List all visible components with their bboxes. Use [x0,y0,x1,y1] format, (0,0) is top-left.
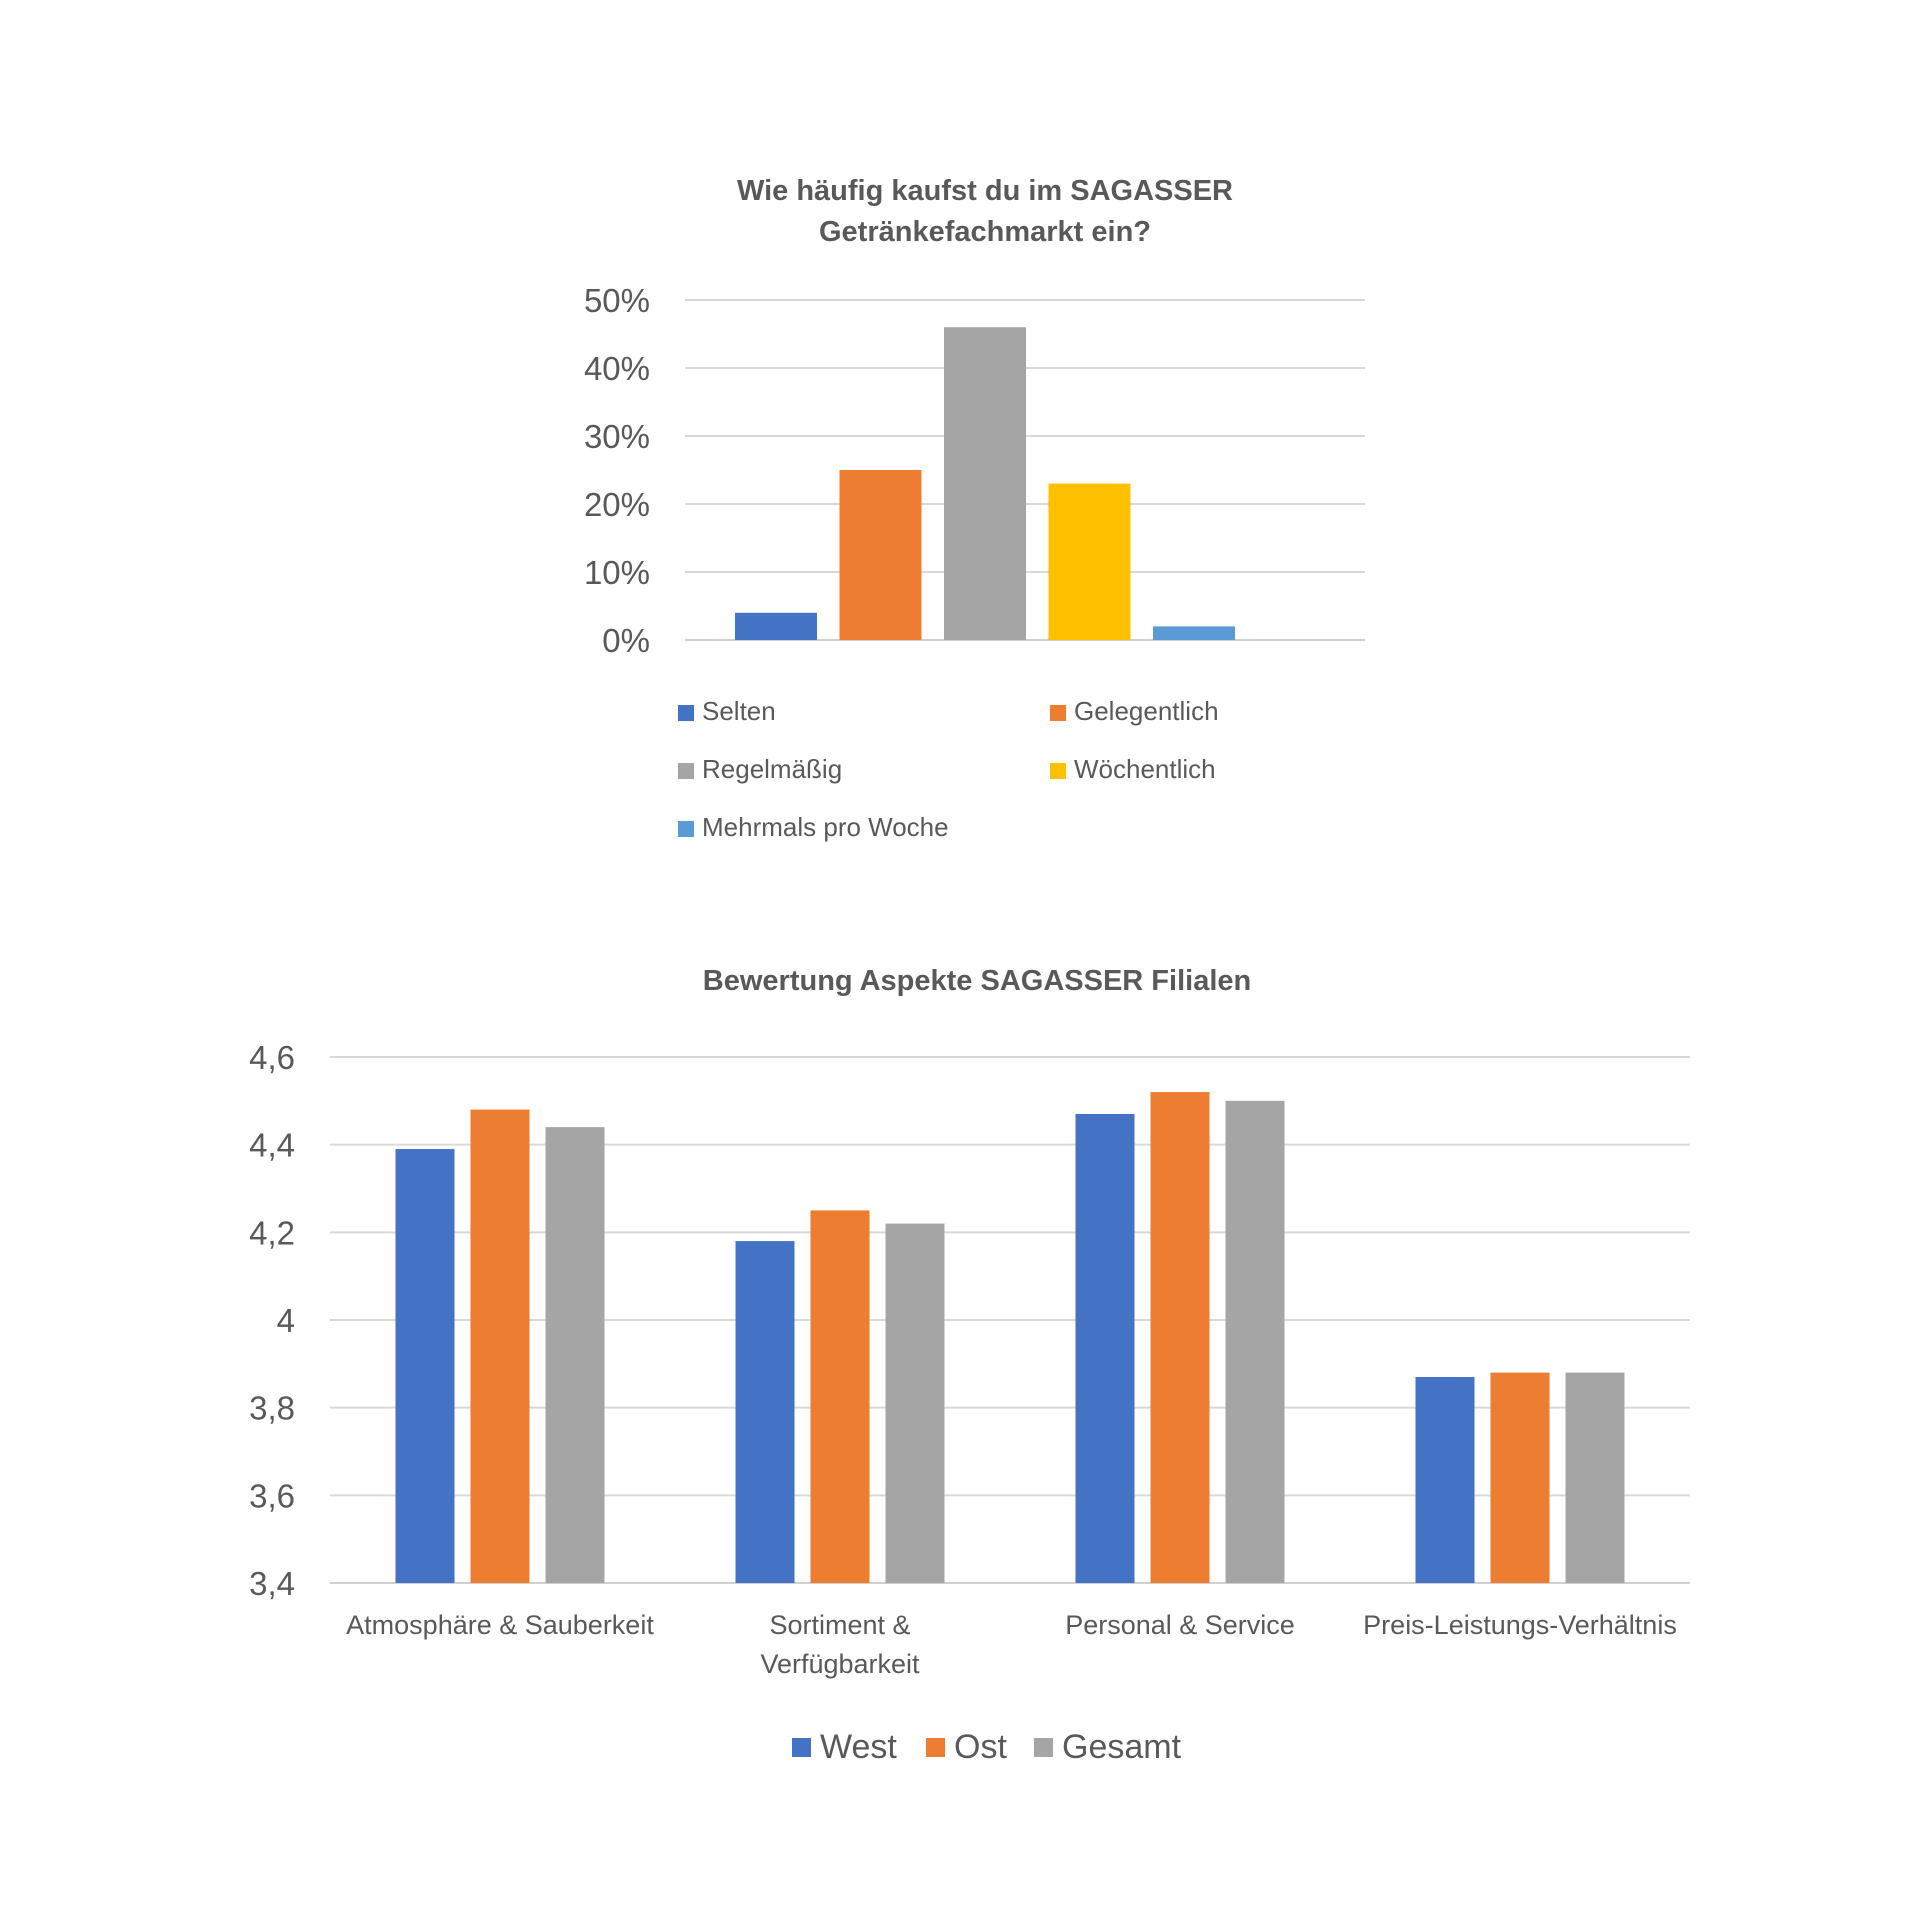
chart-title: Bewertung Aspekte SAGASSER Filialen [703,965,1251,997]
category-label: Sortiment & [769,1610,910,1640]
legend-label: Mehrmals pro Woche [702,812,949,842]
category-label: Atmosphäre & Sauberkeit [346,1610,654,1640]
legend-label: Ost [954,1728,1007,1766]
y-tick-label: 3,8 [249,1390,295,1427]
legend-swatch [1050,705,1066,721]
bar-west [735,1241,795,1583]
legend-swatch [678,763,694,779]
bar-west [1075,1113,1135,1583]
bar-ost [1490,1372,1550,1583]
legend-swatch [678,821,694,837]
bar-gesamt [545,1127,605,1583]
frequency-chart: Wie häufig kaufst du im SAGASSER Getränke… [584,175,1365,842]
category-label: Personal & Service [1065,1610,1295,1640]
bar-ost [470,1109,530,1583]
bar-ost [810,1210,870,1583]
y-tick-label: 50% [584,282,650,319]
bar-ost [1150,1092,1210,1583]
y-tick-label: 10% [584,554,650,591]
legend-swatch [1050,763,1066,779]
category-label: Verfügbarkeit [760,1649,920,1679]
legend-label: Gesamt [1062,1728,1182,1766]
y-tick-label: 3,4 [249,1565,295,1602]
bar-w-chentlich [1048,483,1131,640]
legend-swatch [926,1738,945,1757]
chart-title-line: Wie häufig kaufst du im SAGASSER [737,175,1233,207]
y-tick-label: 0% [602,622,650,659]
y-tick-label: 4,2 [249,1214,295,1251]
legend-label: Wöchentlich [1074,754,1216,784]
y-tick-label: 40% [584,350,650,387]
legend-label: Gelegentlich [1074,696,1219,726]
y-tick-label: 4 [277,1302,295,1339]
y-tick-label: 3,6 [249,1477,295,1514]
bar-west [1415,1376,1475,1583]
bar-gesamt [885,1223,945,1583]
legend-swatch [678,705,694,721]
bar-gelegentlich [839,470,922,640]
bar-gesamt [1225,1100,1285,1583]
legend-label: West [820,1728,897,1766]
legend-swatch [1034,1738,1053,1757]
y-tick-label: 4,4 [249,1127,295,1164]
y-tick-label: 30% [584,418,650,455]
category-label: Preis-Leistungs-Verhältnis [1363,1610,1677,1640]
legend-swatch [792,1738,811,1757]
bar-mehrmals-pro-woche [1153,626,1235,640]
bar-selten [735,612,817,640]
chart-title-line: Getränkefachmarkt ein? [819,216,1151,248]
bar-gesamt [1565,1372,1625,1583]
bar-regelm-ig [944,327,1026,640]
legend-label: Selten [702,696,776,726]
y-tick-label: 20% [584,486,650,523]
legend-label: Regelmäßig [702,754,842,784]
bar-west [395,1149,455,1583]
y-tick-label: 4,6 [249,1039,295,1076]
